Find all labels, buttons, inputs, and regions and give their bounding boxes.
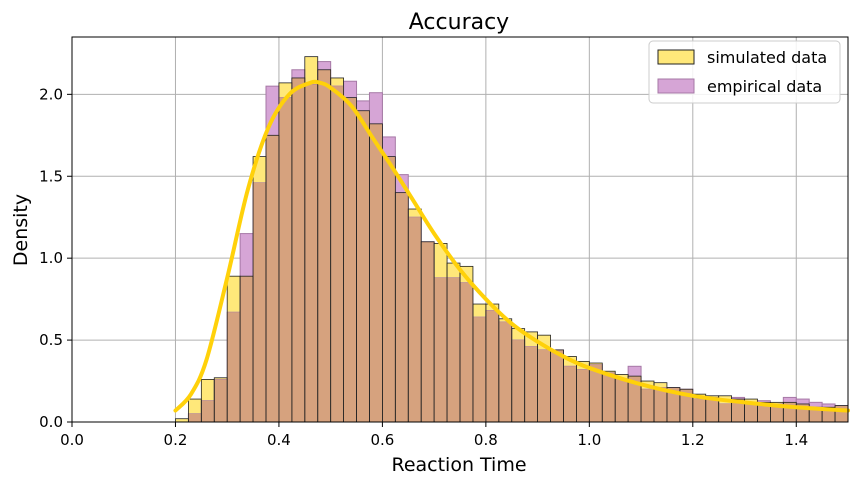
overlap-bar	[278, 97, 292, 423]
legend-label-simulated: simulated data	[707, 48, 827, 67]
simulated-bar	[175, 418, 189, 422]
overlap-bar	[576, 369, 590, 422]
plot-frame	[71, 36, 849, 423]
overlap-bar	[666, 387, 680, 422]
overlap-bar	[356, 110, 370, 423]
y-tick-label: 0.5	[39, 331, 63, 349]
overlap-bar	[201, 400, 215, 422]
x-tick-label: 1.4	[784, 431, 808, 449]
overlap-bar	[369, 123, 383, 423]
overlap-bar	[654, 387, 667, 422]
overlap-bar	[563, 366, 577, 422]
x-tick-label: 1.0	[577, 431, 601, 449]
overlap-bar	[744, 403, 758, 422]
x-tick-label: 0.0	[60, 431, 84, 449]
overlap-bar	[628, 376, 642, 422]
overlap-bar	[641, 389, 654, 422]
overlap-bar	[343, 97, 357, 423]
overlap-bar	[602, 372, 616, 422]
y-tick-label: 1.0	[39, 249, 63, 267]
x-tick-label: 0.2	[164, 431, 188, 449]
legend: simulated data empirical data	[648, 40, 841, 104]
overlap-bar	[809, 407, 823, 422]
chart-title: Accuracy	[409, 10, 509, 35]
overlap-bar	[524, 346, 538, 422]
overlap-bars	[188, 69, 848, 423]
overlap-bar	[589, 364, 603, 422]
legend-swatch-simulated	[657, 49, 695, 65]
overlap-bar	[485, 310, 499, 422]
overlap-bar	[447, 277, 460, 422]
overlap-bar	[317, 69, 331, 422]
overlap-bar	[291, 77, 305, 422]
overlap-bar	[421, 241, 435, 422]
y-axis-label: Density	[10, 194, 32, 266]
overlap-bar	[382, 156, 396, 422]
overlap-bar	[253, 182, 266, 422]
overlap-bar	[692, 399, 706, 422]
overlap-bar	[615, 379, 629, 422]
x-tick-label: 0.8	[474, 431, 498, 449]
overlap-bar	[227, 312, 241, 422]
overlap-bar	[757, 402, 771, 422]
overlap-bar	[188, 413, 202, 422]
overlap-bar	[731, 399, 745, 422]
y-axis-ticks: 0.0 0.5 1.0 1.5 2.0	[39, 85, 72, 431]
overlap-bar	[550, 349, 564, 422]
x-axis-ticks: 0.0 0.2 0.4 0.6 0.8 1.0 1.2 1.4	[60, 422, 808, 449]
overlap-bar	[705, 397, 719, 422]
overlap-bar	[498, 322, 512, 422]
x-tick-label: 1.2	[681, 431, 705, 449]
legend-swatch-empirical	[657, 78, 695, 94]
x-axis-label: Reaction Time	[391, 454, 526, 476]
legend-label-empirical: empirical data	[707, 77, 822, 96]
overlap-bar	[537, 349, 551, 422]
overlap-bar	[408, 217, 422, 422]
y-tick-label: 0.0	[39, 413, 63, 431]
overlap-bar	[770, 403, 784, 422]
overlap-bar	[472, 317, 486, 422]
y-tick-label: 1.5	[39, 167, 63, 185]
overlap-bar	[214, 379, 228, 422]
x-tick-label: 0.6	[370, 431, 394, 449]
x-tick-label: 0.4	[267, 431, 291, 449]
overlap-bar	[395, 192, 409, 422]
overlap-bar	[304, 84, 318, 423]
overlap-bar	[460, 282, 473, 422]
legend-box	[648, 40, 841, 104]
overlap-bar	[240, 276, 254, 422]
overlap-bar	[330, 86, 344, 423]
overlap-bar	[434, 277, 448, 422]
density-curve	[173, 79, 850, 413]
overlap-bar	[718, 403, 732, 422]
overlap-bar	[679, 389, 693, 422]
y-tick-label: 2.0	[39, 85, 63, 103]
overlap-bar	[266, 135, 279, 423]
overlap-bar	[511, 340, 525, 422]
